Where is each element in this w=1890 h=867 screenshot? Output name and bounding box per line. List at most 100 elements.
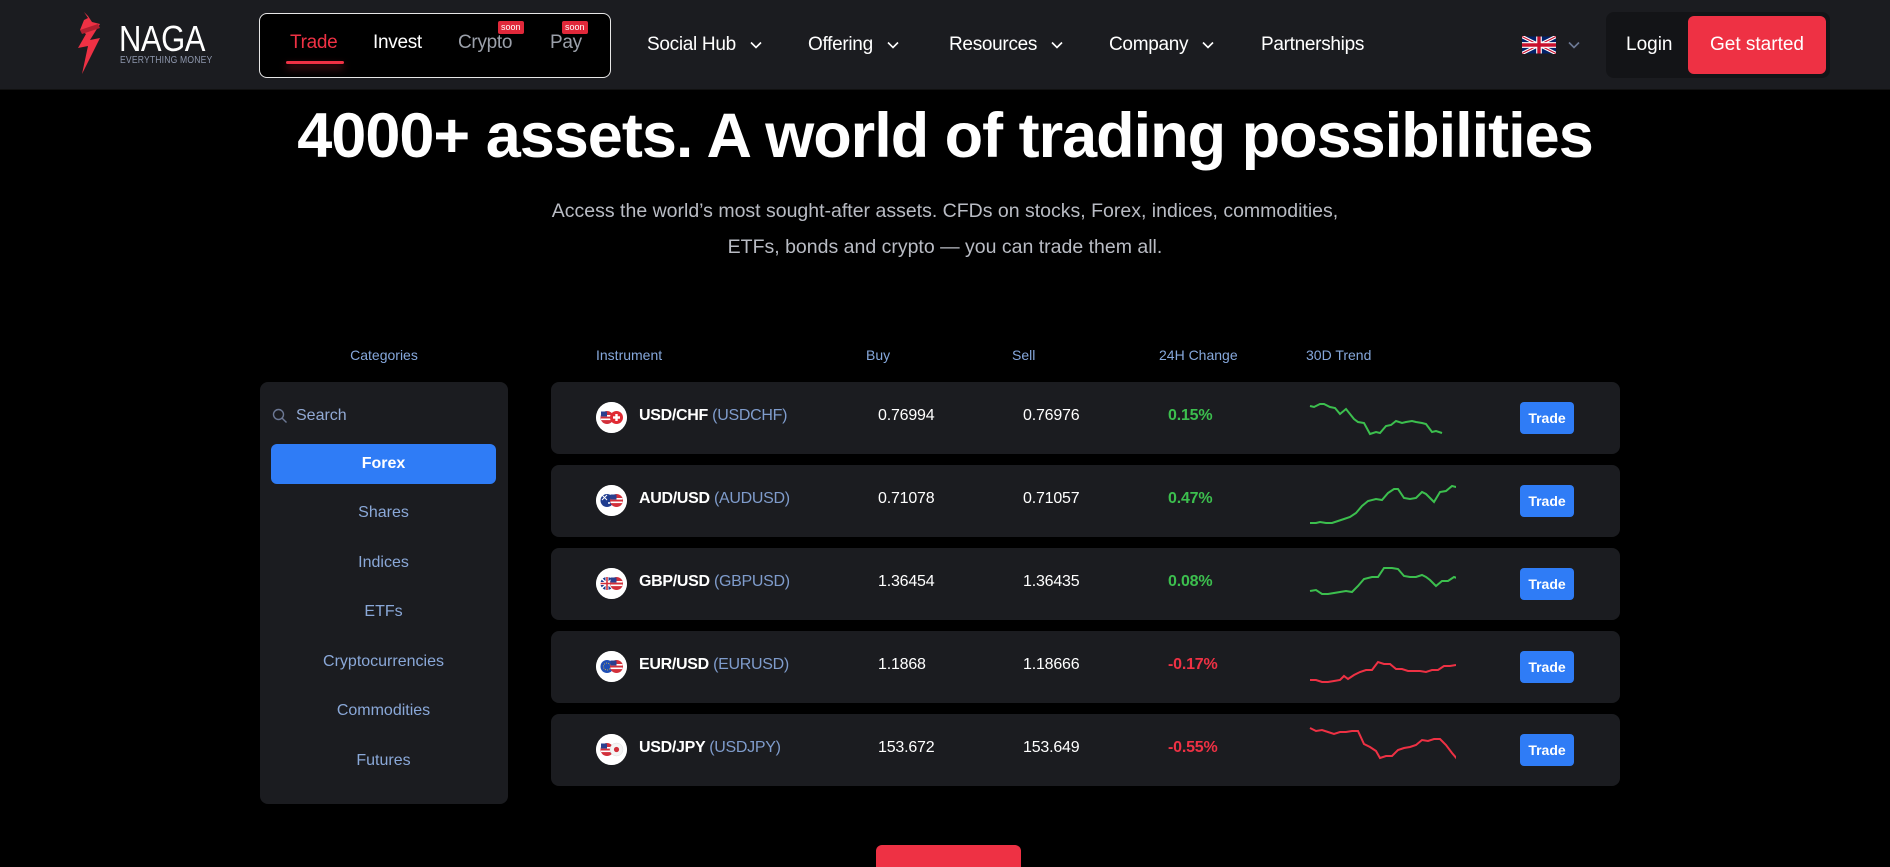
trade-button[interactable]: Trade (1520, 485, 1574, 517)
column-header-sell: Sell (1012, 347, 1036, 363)
category-indices[interactable]: Indices (358, 554, 409, 571)
table-row[interactable]: USD/JPY (USDJPY) 153.672 153.649 -0.55% … (551, 714, 1620, 786)
trade-button[interactable]: Trade (1520, 402, 1574, 434)
table-row[interactable]: USD/CHF (USDCHF) 0.76994 0.76976 0.15% T… (551, 382, 1620, 454)
trade-button[interactable]: Trade (1520, 651, 1574, 683)
change-value: 0.08% (1168, 573, 1213, 590)
tab-pay[interactable]: Pay (550, 32, 582, 53)
view-all-button[interactable] (876, 845, 1021, 867)
instrument-code: (EURUSD) (713, 656, 789, 673)
column-header-24h-change: 24H Change (1159, 347, 1238, 363)
auth-buttons: Login Get started (1606, 12, 1830, 78)
buy-price: 1.36454 (878, 573, 935, 590)
change-value: 0.15% (1168, 407, 1213, 424)
nav-social-hub[interactable]: Social Hub (647, 34, 762, 56)
soon-badge: soon (498, 21, 524, 34)
tab-trade[interactable]: Trade (290, 32, 338, 53)
get-started-button[interactable]: Get started (1688, 16, 1826, 74)
aud-usd-flags-icon (596, 485, 627, 516)
trend-sparkline (1309, 403, 1443, 436)
trade-button[interactable]: Trade (1520, 568, 1574, 600)
trend-sparkline (1310, 484, 1456, 524)
trend-sparkline (1309, 567, 1456, 595)
trend-sparkline (1309, 727, 1456, 760)
change-value: 0.47% (1168, 490, 1213, 507)
nav-resources[interactable]: Resources (949, 34, 1063, 56)
categories-heading: Categories (350, 347, 418, 363)
sell-price: 1.36435 (1023, 573, 1080, 590)
chevron-down-icon (1051, 41, 1063, 49)
logo-tagline: EVERYTHING MONEY (120, 55, 213, 66)
instrument-code: (AUDUSD) (713, 490, 790, 507)
language-selector[interactable] (1522, 34, 1582, 56)
sell-price: 1.18666 (1023, 656, 1080, 673)
chevron-down-icon (1202, 41, 1214, 49)
logo-wordmark: NAGA (119, 18, 206, 59)
column-header-buy: Buy (866, 347, 891, 363)
category-cryptocurrencies[interactable]: Cryptocurrencies (323, 653, 444, 670)
instrument-name: USD/CHF (USDCHF) (639, 407, 788, 424)
sell-price: 0.71057 (1023, 490, 1080, 507)
nav-label: Partnerships (1261, 34, 1365, 55)
tab-invest[interactable]: Invest (373, 32, 422, 53)
nav-label: Offering (808, 34, 873, 55)
uk-flag-icon (1522, 36, 1556, 54)
categories-panel: Forex Shares Indices ETFs Cryptocurrenci… (260, 382, 508, 804)
instrument-code: (USDCHF) (712, 407, 788, 424)
change-value: -0.55% (1168, 739, 1218, 756)
instrument-name: USD/JPY (USDJPY) (639, 739, 781, 756)
trend-sparkline (1310, 660, 1456, 683)
category-forex[interactable]: Forex (271, 444, 496, 484)
category-search (272, 402, 496, 430)
instrument-name: GBP/USD (GBPUSD) (639, 573, 790, 590)
chevron-down-icon (1568, 41, 1580, 49)
hero-subtitle: Access the world’s most sought-after ass… (520, 193, 1370, 265)
naga-logo[interactable]: NAGA EVERYTHING MONEY (76, 10, 236, 76)
category-futures[interactable]: Futures (356, 752, 411, 769)
chevron-down-icon (750, 41, 762, 49)
change-value: -0.17% (1168, 656, 1218, 673)
buy-price: 1.1868 (878, 656, 926, 673)
soon-badge: soon (562, 21, 588, 34)
instrument-code: (GBPUSD) (713, 573, 790, 590)
nav-label: Social Hub (647, 34, 736, 55)
active-tab-indicator (286, 61, 344, 64)
sell-price: 153.649 (1023, 739, 1080, 756)
tab-crypto[interactable]: Crypto (458, 32, 513, 53)
nav-label: Company (1109, 34, 1189, 55)
product-switcher: Trade Invest Crypto soon Pay soon (259, 13, 611, 78)
table-row[interactable]: GBP/USD (GBPUSD) 1.36454 1.36435 0.08% T… (551, 548, 1620, 620)
category-shares[interactable]: Shares (358, 504, 409, 521)
search-icon (272, 408, 287, 423)
table-row[interactable]: AUD/USD (AUDUSD) 0.71078 0.71057 0.47% T… (551, 465, 1620, 537)
buy-price: 0.76994 (878, 407, 935, 424)
table-row[interactable]: EUR/USD (EURUSD) 1.1868 1.18666 -0.17% T… (551, 631, 1620, 703)
buy-price: 0.71078 (878, 490, 935, 507)
eur-usd-flags-icon (596, 651, 627, 682)
chevron-down-icon (887, 41, 899, 49)
search-input[interactable] (296, 407, 486, 425)
page-title: 4000+ assets. A world of trading possibi… (297, 101, 1594, 171)
category-etfs[interactable]: ETFs (364, 603, 403, 620)
gbp-usd-flags-icon (596, 568, 627, 599)
hero-subtitle-line: ETFs, bonds and crypto — you can trade t… (727, 236, 1163, 258)
instrument-name: EUR/USD (EURUSD) (639, 656, 789, 673)
category-commodities[interactable]: Commodities (336, 702, 431, 719)
buy-price: 153.672 (878, 739, 935, 756)
sell-price: 0.76976 (1023, 407, 1080, 424)
nav-offering[interactable]: Offering (808, 34, 899, 56)
column-header-instrument: Instrument (596, 347, 663, 363)
site-header: NAGA EVERYTHING MONEY Trade Invest Crypt… (0, 0, 1890, 90)
usd-jpy-flags-icon (596, 734, 627, 765)
login-button[interactable]: Login (1626, 34, 1673, 55)
nav-company[interactable]: Company (1109, 34, 1214, 56)
instrument-name: AUD/USD (AUDUSD) (639, 490, 790, 507)
nav-label: Resources (949, 34, 1038, 55)
naga-logo-icon (78, 12, 100, 74)
nav-partnerships[interactable]: Partnerships (1261, 34, 1364, 56)
column-header-30d-trend: 30D Trend (1306, 347, 1372, 363)
instrument-code: (USDJPY) (709, 739, 781, 756)
trade-button[interactable]: Trade (1520, 734, 1574, 766)
usd-chf-flags-icon (596, 402, 627, 433)
hero-subtitle-line: Access the world’s most sought-after ass… (551, 200, 1339, 222)
